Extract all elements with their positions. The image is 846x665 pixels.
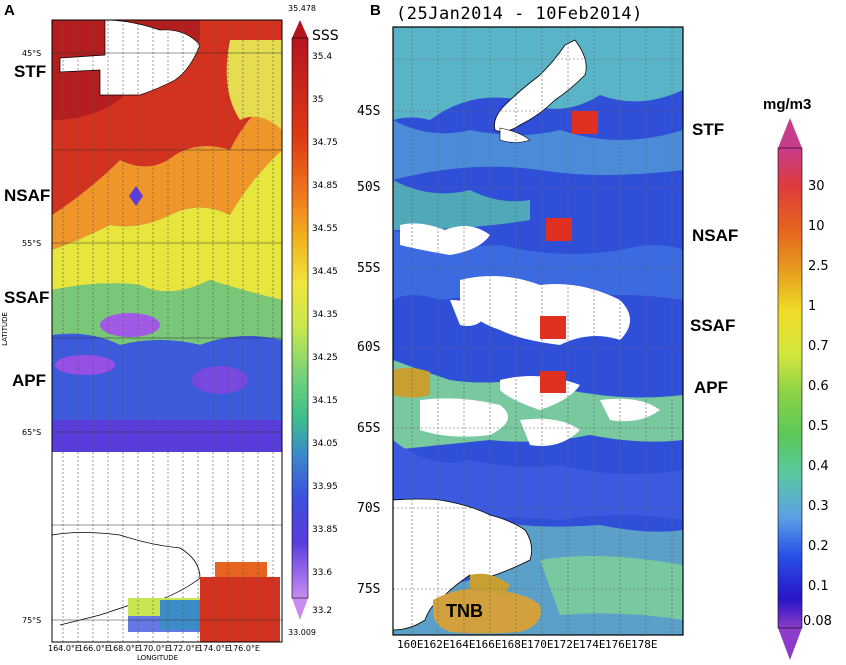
chl-colorbar-title: mg/m3 <box>763 96 812 113</box>
panel-b-map <box>393 27 683 635</box>
sss-level: 34.05 <box>312 439 338 449</box>
sss-level: 34.85 <box>312 181 338 191</box>
panel-b-place-label: TNB <box>446 601 483 621</box>
station-marker-ssaf <box>540 316 566 339</box>
panel-a-lon-tick: 170.0°E <box>138 644 170 653</box>
panel-a-lat-tick: 55°S <box>22 239 42 248</box>
station-marker-nsaf <box>546 218 572 241</box>
sss-level: 34.15 <box>312 396 338 406</box>
sss-level: 33.6 <box>312 568 333 578</box>
chl-level: 10 <box>808 219 825 234</box>
chl-colorbar <box>777 118 803 660</box>
panel-a-y-axis-label: LATITUDE <box>0 312 9 346</box>
chl-level: 1 <box>808 299 817 314</box>
panel-a-lat-tick: 45°S <box>22 49 42 58</box>
station-marker-apf <box>540 371 566 393</box>
chl-level: 0.4 <box>808 459 829 474</box>
panel-b-lat-tick: 55S <box>357 261 381 276</box>
panel-a-lon-tick: 174.0°E <box>198 644 230 653</box>
panel-a-letter: A <box>4 2 15 19</box>
panel-b-title: (25Jan2014 - 10Feb2014) <box>396 4 643 24</box>
chl-level: 0.08 <box>803 614 832 629</box>
panel-a-front-apf: APF <box>12 371 46 390</box>
panel-b-front-ssaf: SSAF <box>690 316 736 335</box>
chl-level: 30 <box>808 179 825 194</box>
sss-level: 35.4 <box>312 52 333 62</box>
panel-a-lon-tick: 166.0°E <box>78 644 110 653</box>
sss-colorbar <box>291 20 309 620</box>
panel-a-front-ssaf: SSAF <box>4 288 50 307</box>
chl-level: 0.1 <box>808 579 829 594</box>
panel-b-lat-tick: 75S <box>357 582 381 597</box>
sss-level: 33.2 <box>312 606 333 616</box>
panel-b-lon-tick: 162E <box>423 638 450 651</box>
panel-b-front-stf: STF <box>692 120 725 139</box>
chl-level: 0.7 <box>808 339 829 354</box>
panel-a-lon-tick: 172.0°E <box>168 644 200 653</box>
panel-a-lat-tick: 75°S <box>22 616 42 625</box>
panel-b-lat-tick: 50S <box>357 180 381 195</box>
chl-level: 2.5 <box>808 259 829 274</box>
panel-b-lat-tick: 70S <box>357 501 381 516</box>
panel-a-lon-tick: 176.0°E <box>228 644 260 653</box>
sss-colorbar-title: SSS <box>312 28 339 44</box>
sss-colorbar-max: 35.478 <box>288 4 316 13</box>
sss-level: 34.55 <box>312 224 338 234</box>
panel-a-lon-tick: 168.0°E <box>108 644 140 653</box>
panel-b-lon-tick: 164E <box>449 638 476 651</box>
panel-a-lon-tick: 164.0°E <box>48 644 80 653</box>
station-marker-stf <box>572 111 598 134</box>
panel-b-front-nsaf: NSAF <box>692 226 739 245</box>
panel-b-lon-tick: 168E <box>501 638 528 651</box>
sss-level: 34.75 <box>312 138 338 148</box>
panel-b-lat-tick: 65S <box>357 421 381 436</box>
panel-b-lon-tick: 170E <box>527 638 554 651</box>
sss-level: 35 <box>312 95 324 105</box>
sss-level: 34.25 <box>312 353 338 363</box>
chl-level: 0.3 <box>808 499 829 514</box>
panel-b-lon-tick: 160E <box>397 638 424 651</box>
chl-level: 0.2 <box>808 539 829 554</box>
sss-colorbar-min: 33.009 <box>288 628 316 637</box>
sss-level: 34.45 <box>312 267 338 277</box>
panel-b-lon-tick: 174E <box>579 638 606 651</box>
panel-b-front-apf: APF <box>694 378 728 397</box>
sss-level: 33.95 <box>312 482 338 492</box>
panel-b-lon-tick: 166E <box>475 638 502 651</box>
panel-b-lat-tick: 45S <box>357 104 381 119</box>
chl-level: 0.6 <box>808 379 829 394</box>
panel-b-lon-tick: 178E <box>631 638 658 651</box>
sss-level: 34.35 <box>312 310 338 320</box>
panel-a-front-nsaf: NSAF <box>4 186 51 205</box>
panel-b-lon-tick: 172E <box>553 638 580 651</box>
panel-b-letter: B <box>370 2 381 19</box>
panel-a-lat-tick: 65°S <box>22 428 42 437</box>
panel-a-front-stf: STF <box>14 62 47 81</box>
chl-level: 0.5 <box>808 419 829 434</box>
panel-a-x-axis-label: LONGITUDE <box>137 654 179 662</box>
panel-b-lat-tick: 60S <box>357 340 381 355</box>
sss-level: 33.85 <box>312 525 338 535</box>
panel-b-lon-tick: 176E <box>605 638 632 651</box>
